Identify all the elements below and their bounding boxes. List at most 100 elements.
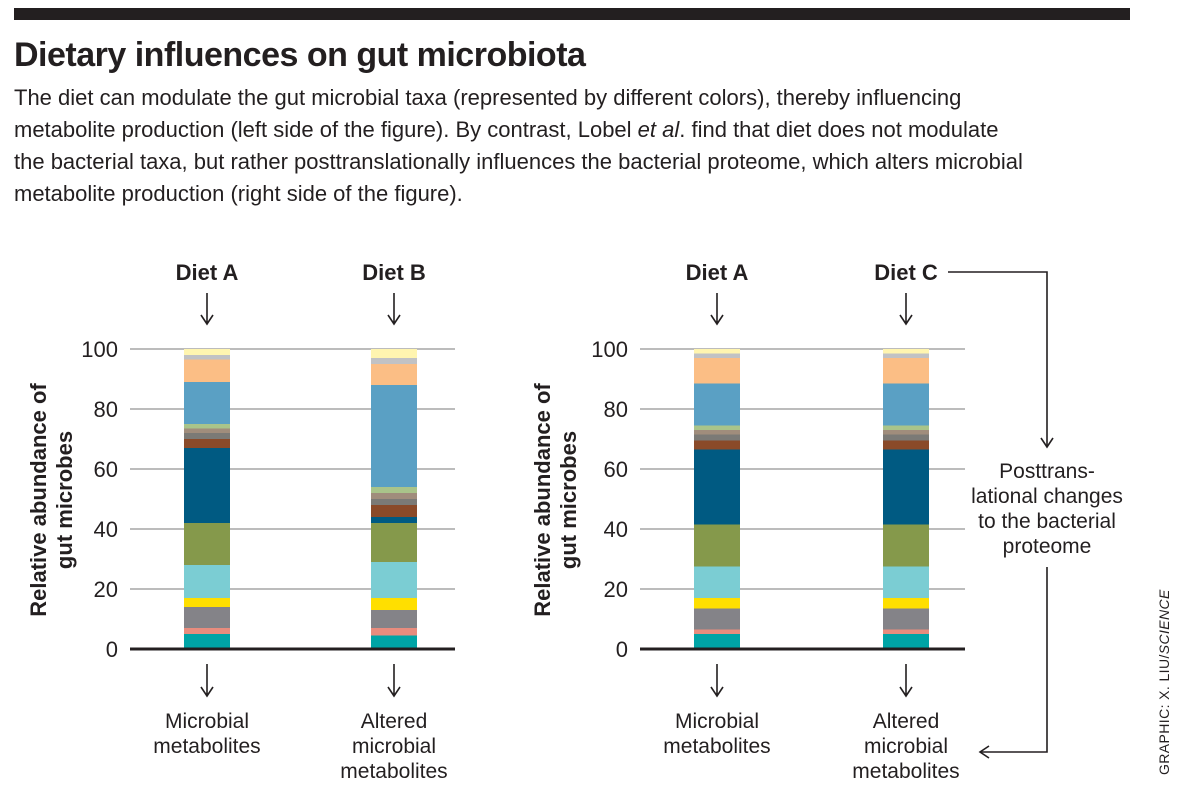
bar-segment-gray: [184, 607, 230, 628]
down-arrow-icon: [710, 664, 724, 698]
y-tick-label: 20: [604, 577, 628, 602]
y-tick-label: 0: [106, 637, 118, 662]
y-tick-label: 60: [94, 457, 118, 482]
y-axis-label: Relative abundance of: [530, 383, 555, 617]
bar-segment-yellow: [184, 598, 230, 607]
bar-segment-tan: [184, 428, 230, 433]
bar-segment-gray: [371, 610, 417, 628]
outcome-label: Microbial: [165, 710, 249, 733]
bar-segment-tan: [883, 430, 929, 435]
bracket-line-top: [948, 271, 1048, 447]
graphic-credit: GRAPHIC: X. LIU/SCIENCE: [1156, 589, 1172, 775]
bar-segment-teal: [883, 634, 929, 649]
bar-segment-silver: [184, 355, 230, 360]
y-tick-label: 100: [591, 337, 628, 362]
bar-segment-sage: [694, 425, 740, 430]
outcome-label: Altered: [361, 710, 428, 733]
y-tick-label: 20: [94, 577, 118, 602]
bar-segment-olive: [184, 523, 230, 565]
bar-segment-sky: [184, 382, 230, 424]
annotation-line: to the bacterial: [978, 510, 1116, 533]
bar-segment-sage: [184, 424, 230, 429]
diet-label: Diet A: [176, 260, 239, 285]
page-title: Dietary influences on gut microbiota: [14, 36, 586, 74]
y-tick-label: 80: [94, 397, 118, 422]
bar-segment-navy: [694, 449, 740, 525]
y-tick-label: 80: [604, 397, 628, 422]
bar-segment-olive: [694, 524, 740, 567]
bar-segment-salmon: [883, 629, 929, 634]
down-arrow-icon: [899, 293, 913, 326]
y-axis-label: gut microbes: [556, 431, 581, 569]
bar-segment-lightblue: [371, 562, 417, 598]
bar-segment-olive: [371, 523, 417, 562]
figure-caption: The diet can modulate the gut microbial …: [14, 82, 1024, 210]
outcome-label: metabolites: [340, 760, 447, 783]
bar-segment-sage: [883, 425, 929, 430]
bar-segment-tan: [694, 430, 740, 435]
bar-segment-rust: [371, 505, 417, 517]
bar-segment-peach: [371, 364, 417, 385]
annotation-line: lational changes: [971, 485, 1123, 508]
bar-segment-peach: [184, 359, 230, 382]
bar-segment-sky: [883, 383, 929, 426]
bar-segment-navy: [883, 449, 929, 525]
bar-segment-lightblue: [883, 566, 929, 598]
bar-segment-rust: [883, 440, 929, 450]
bar-segment-yellow: [694, 598, 740, 609]
annotation-line: proteome: [1003, 535, 1092, 558]
bar-segment-sky: [371, 385, 417, 487]
bar-segment-peach: [883, 358, 929, 384]
bar-segment-silver: [883, 353, 929, 358]
bar-segment-taupe: [184, 433, 230, 439]
bar-segment-cream: [184, 349, 230, 355]
down-arrow-icon: [899, 664, 913, 698]
bar-segment-taupe: [694, 434, 740, 441]
y-tick-label: 100: [81, 337, 118, 362]
annotation-line: Posttrans-: [999, 460, 1095, 483]
bar-segment-yellow: [371, 598, 417, 610]
diet-label: Diet C: [874, 260, 938, 285]
top-rule: [14, 8, 1130, 20]
y-axis-label: gut microbes: [52, 431, 77, 569]
outcome-label: metabolites: [852, 760, 959, 783]
bar-segment-gray: [694, 608, 740, 630]
bar-segment-tan: [371, 493, 417, 499]
bar-segment-silver: [694, 353, 740, 358]
bracket-arrow-icon: [1040, 437, 1054, 449]
bar-segment-yellow: [883, 598, 929, 609]
y-tick-label: 60: [604, 457, 628, 482]
outcome-label: Altered: [873, 710, 940, 733]
bar-segment-cream: [883, 349, 929, 354]
bar-segment-taupe: [883, 434, 929, 441]
down-arrow-icon: [387, 664, 401, 698]
y-axis-label: Relative abundance of: [26, 383, 51, 617]
outcome-label: Microbial: [675, 710, 759, 733]
bracket-arrow-icon: [978, 745, 990, 759]
y-tick-label: 40: [94, 517, 118, 542]
caption-text-1: The diet can modulate the gut microbial …: [14, 85, 962, 142]
bar-segment-lightblue: [694, 566, 740, 598]
bar-segment-salmon: [694, 629, 740, 634]
bar-segment-teal: [694, 634, 740, 649]
outcome-label: metabolites: [153, 735, 260, 758]
bar-segment-gray: [883, 608, 929, 630]
credit-italic: SCIENCE: [1156, 589, 1172, 655]
bar-segment-salmon: [184, 628, 230, 634]
outcome-label: microbial: [352, 735, 436, 758]
down-arrow-icon: [387, 293, 401, 326]
caption-text-2: . find that diet does not modulate the b…: [14, 117, 1023, 206]
diet-label: Diet B: [362, 260, 426, 285]
bar-segment-navy: [184, 448, 230, 523]
bar-segment-teal: [371, 635, 417, 649]
bar-segment-cream: [694, 349, 740, 354]
bar-segment-peach: [694, 358, 740, 384]
bar-segment-silver: [371, 358, 417, 364]
down-arrow-icon: [200, 293, 214, 326]
outcome-label: metabolites: [663, 735, 770, 758]
down-arrow-icon: [200, 664, 214, 698]
diet-label: Diet A: [686, 260, 749, 285]
bar-segment-olive: [883, 524, 929, 567]
bar-segment-sage: [371, 487, 417, 493]
